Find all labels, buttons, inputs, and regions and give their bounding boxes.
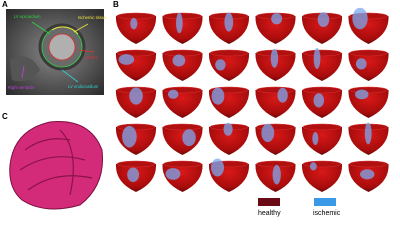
- page: {"panels": {"a": {"label": "A", "annotat…: [2, 0, 389, 217]
- ischemic-region: [130, 17, 138, 30]
- ischemic-region: [313, 93, 325, 108]
- heart-rim: [349, 49, 388, 57]
- heart-grid: [115, 7, 389, 192]
- ischemic-region: [364, 122, 372, 145]
- ischemic-region: [167, 89, 179, 99]
- ischemic-region: [312, 132, 319, 146]
- heart-rim: [349, 86, 388, 94]
- ischemic-region: [165, 168, 181, 180]
- heart-model: [348, 50, 389, 81]
- 3d-mesh: [9, 121, 104, 210]
- ischemic-region: [118, 54, 135, 65]
- heart-rim: [163, 123, 202, 131]
- ischemic-region: [182, 129, 196, 147]
- legend-swatch: [258, 198, 280, 206]
- ischemic-region: [224, 12, 234, 32]
- ischemic-region: [360, 169, 375, 180]
- heart-rim: [163, 49, 202, 57]
- heart-rim: [163, 160, 202, 168]
- heart-model: [301, 50, 343, 81]
- ischemic-region: [270, 48, 279, 68]
- heart-model: [255, 13, 296, 44]
- heart-rim: [256, 86, 295, 94]
- heart-rim: [302, 160, 342, 168]
- annotation: LV epicardium: [14, 14, 41, 19]
- ischemic-region: [129, 87, 143, 105]
- ischemic-region: [352, 7, 368, 30]
- heart-rim: [209, 49, 249, 57]
- panel-label: B: [113, 0, 119, 9]
- legend-label: healthy: [258, 210, 281, 217]
- ischemic-region: [210, 158, 225, 177]
- heart-model: [301, 13, 343, 44]
- annotation: LV endocardium: [68, 84, 99, 89]
- heart-rim: [302, 86, 342, 94]
- ischemic-region: [127, 167, 140, 183]
- panel-label: C: [2, 112, 8, 121]
- heart-model: [162, 13, 203, 44]
- ischemic-region: [175, 12, 183, 34]
- mri-image: [6, 9, 104, 95]
- ischemic-region: [277, 87, 288, 103]
- annotation: Right ventricle: [8, 85, 35, 90]
- heart-rim: [116, 123, 156, 131]
- heart-rim: [349, 160, 388, 168]
- legend-swatch: [314, 198, 336, 206]
- ischemic-region: [215, 59, 226, 71]
- ischemic-region: [261, 123, 275, 143]
- heart-rim: [302, 123, 342, 131]
- heart-rim: [116, 12, 156, 20]
- heart-model: [208, 124, 250, 155]
- ischemic-region: [313, 48, 321, 69]
- annotation: Ischemic tissue: [78, 15, 107, 20]
- ischemic-region: [271, 13, 283, 25]
- annotation: Infarct: [86, 55, 98, 60]
- heart-rim: [163, 12, 202, 20]
- heart-model: [301, 124, 343, 155]
- ischemic-region: [172, 54, 186, 67]
- ischemic-region: [211, 87, 225, 105]
- ischemic-region: [317, 12, 330, 27]
- ischemic-region: [355, 89, 369, 100]
- ischemic-region: [272, 164, 281, 185]
- heart-model: [208, 50, 250, 81]
- heart-model: [115, 13, 157, 44]
- ischemic-region: [223, 122, 233, 136]
- ischemic-region: [309, 162, 317, 171]
- heart-rim: [302, 49, 342, 57]
- legend-label: ischemic: [313, 210, 341, 217]
- heart-rim: [116, 160, 156, 168]
- ischemic-region: [122, 125, 137, 148]
- figure: A LV epicardium Ischemic tissue Infarct …: [2, 0, 389, 217]
- heart-model: [162, 50, 203, 81]
- panel-label: A: [2, 0, 8, 9]
- ischemic-region: [355, 58, 367, 70]
